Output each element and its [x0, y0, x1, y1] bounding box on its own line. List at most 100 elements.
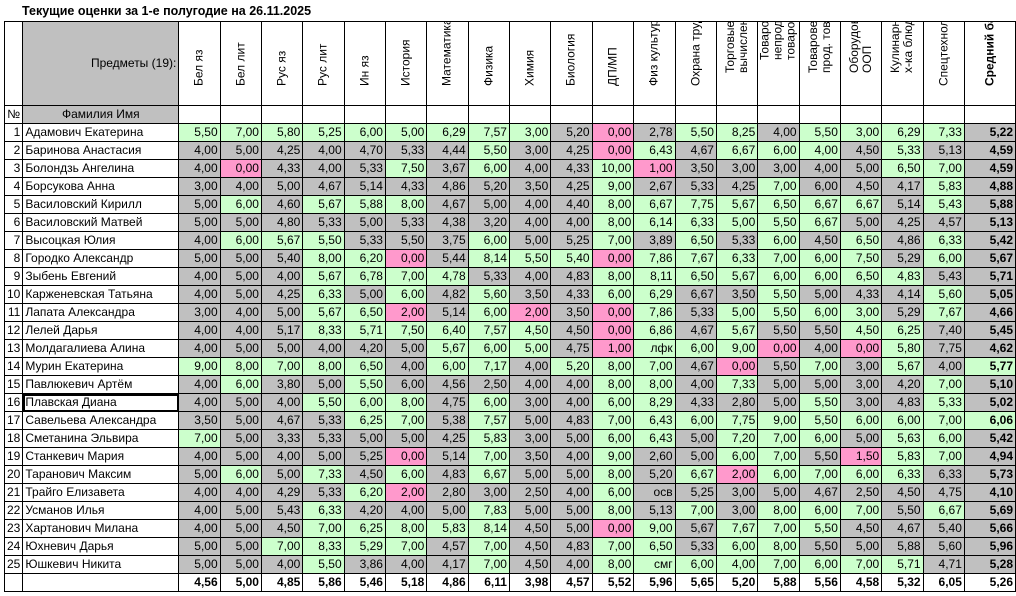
grade-cell[interactable]: 4,00 [302, 141, 345, 160]
grade-cell[interactable]: 5,00 [219, 249, 262, 268]
grade-cell[interactable]: 7,00 [922, 411, 965, 430]
grade-cell[interactable]: 5,00 [260, 177, 304, 196]
average-cell[interactable]: 5,05 [963, 285, 1016, 304]
grade-cell[interactable]: 8,00 [384, 519, 428, 538]
grade-cell[interactable]: 5,33 [343, 159, 386, 178]
grade-cell[interactable]: 4,00 [508, 357, 552, 376]
grade-cell[interactable]: 8,00 [219, 357, 262, 376]
grade-cell[interactable]: 3,00 [178, 303, 221, 322]
grade-cell[interactable]: 6,00 [798, 267, 841, 286]
grade-cell[interactable]: 7,57 [467, 321, 510, 340]
grade-cell[interactable]: 7,67 [674, 249, 717, 268]
grade-cell[interactable]: 3,00 [715, 501, 759, 520]
grade-cell[interactable]: 6,14 [633, 213, 676, 232]
grade-cell[interactable]: 9,00 [633, 519, 676, 538]
grade-cell[interactable]: 5,00 [839, 159, 883, 178]
grade-cell[interactable]: 4,50 [508, 537, 552, 556]
grade-cell[interactable]: 5,67 [715, 267, 759, 286]
grade-cell[interactable]: 5,25 [550, 231, 593, 250]
subject-header[interactable]: Бел яз [178, 21, 221, 106]
subject-header[interactable]: Рус яз [260, 21, 304, 106]
grade-cell[interactable]: 4,50 [839, 141, 883, 160]
grade-cell[interactable]: 5,83 [426, 519, 469, 538]
grade-cell[interactable]: 5,38 [426, 411, 469, 430]
grade-cell[interactable]: 5,20 [550, 123, 593, 142]
grade-cell[interactable]: 6,00 [467, 393, 510, 412]
grade-cell[interactable]: 8,00 [591, 501, 635, 520]
grade-cell[interactable]: 8,00 [384, 393, 428, 412]
grade-cell[interactable]: 4,50 [881, 483, 924, 502]
grade-cell[interactable]: 5,00 [219, 519, 262, 538]
grade-cell[interactable]: 7,00 [467, 447, 510, 466]
grade-cell[interactable]: 0,00 [757, 339, 800, 358]
grade-cell[interactable]: 7,00 [757, 555, 800, 574]
grade-cell[interactable]: 5,71 [343, 321, 386, 340]
grade-cell[interactable]: 5,33 [881, 141, 924, 160]
grade-cell[interactable]: 4,25 [550, 141, 593, 160]
grade-cell[interactable]: 4,00 [178, 159, 221, 178]
grade-cell[interactable]: 5,80 [881, 339, 924, 358]
grade-cell[interactable]: 7,40 [922, 321, 965, 340]
student-name[interactable]: Савельева Александра [22, 411, 180, 430]
grade-cell[interactable]: 6,50 [674, 267, 717, 286]
grade-cell[interactable]: 5,14 [426, 303, 469, 322]
grade-cell[interactable]: 6,00 [591, 483, 635, 502]
grade-cell[interactable]: 3,00 [839, 393, 883, 412]
grade-cell[interactable]: 6,67 [798, 195, 841, 214]
student-name[interactable]: Сметанина Эльвира [22, 429, 180, 448]
grade-cell[interactable]: 8,00 [302, 357, 345, 376]
subject-header[interactable]: Математика [426, 21, 469, 106]
grade-cell[interactable]: 6,50 [343, 357, 386, 376]
grade-cell[interactable]: 4,40 [550, 195, 593, 214]
grade-cell[interactable]: 5,33 [715, 231, 759, 250]
grade-cell[interactable]: 4,50 [839, 177, 883, 196]
grade-cell[interactable]: 4,00 [798, 141, 841, 160]
grade-cell[interactable]: 5,33 [302, 429, 345, 448]
grade-cell[interactable]: 4,00 [260, 555, 304, 574]
grade-cell[interactable]: 4,56 [426, 375, 469, 394]
grade-cell[interactable]: 6,00 [715, 537, 759, 556]
grade-cell[interactable]: 5,50 [467, 141, 510, 160]
grade-cell[interactable]: 5,00 [178, 555, 221, 574]
subject-header[interactable]: Оборудование ООП [839, 21, 883, 106]
grade-cell[interactable]: 7,50 [384, 159, 428, 178]
student-name[interactable]: Баринова Анастасия [22, 141, 180, 160]
grade-cell[interactable]: 6,67 [467, 465, 510, 484]
grade-cell[interactable]: 4,33 [384, 177, 428, 196]
grade-cell[interactable]: 6,00 [881, 411, 924, 430]
average-cell[interactable]: 4,66 [963, 303, 1016, 322]
average-cell[interactable]: 5,42 [963, 429, 1016, 448]
grade-cell[interactable]: 6,67 [633, 195, 676, 214]
grade-cell[interactable]: 5,00 [219, 429, 262, 448]
grade-cell[interactable]: 6,00 [384, 465, 428, 484]
grade-cell[interactable]: 8,00 [591, 195, 635, 214]
grade-cell[interactable]: 4,33 [674, 393, 717, 412]
grade-cell[interactable]: 5,00 [550, 519, 593, 538]
grade-cell[interactable]: 4,75 [426, 393, 469, 412]
grade-cell[interactable]: 5,40 [260, 249, 304, 268]
grade-cell[interactable]: 3,50 [674, 159, 717, 178]
grade-cell[interactable]: 5,50 [178, 123, 221, 142]
grade-cell[interactable]: 3,50 [550, 303, 593, 322]
grade-cell[interactable]: 5,71 [881, 555, 924, 574]
grade-cell[interactable]: 6,78 [343, 267, 386, 286]
grade-cell[interactable]: 6,33 [881, 465, 924, 484]
grade-cell[interactable]: 4,14 [881, 285, 924, 304]
grade-cell[interactable]: 5,17 [260, 321, 304, 340]
grade-cell[interactable]: 5,50 [881, 501, 924, 520]
grade-cell[interactable]: 7,00 [757, 519, 800, 538]
grade-cell[interactable]: 3,33 [260, 429, 304, 448]
grade-cell[interactable]: 2,80 [715, 393, 759, 412]
grade-cell[interactable]: 6,00 [798, 501, 841, 520]
grade-cell[interactable]: 5,00 [426, 501, 469, 520]
grade-cell[interactable]: 3,00 [508, 429, 552, 448]
subject-header[interactable]: Кулинарная х-ка блюд [881, 21, 924, 106]
grade-cell[interactable]: 4,00 [508, 213, 552, 232]
subject-header[interactable]: Биология [550, 21, 593, 106]
grade-cell[interactable]: 5,50 [302, 555, 345, 574]
student-name[interactable]: Плавская Диана [22, 393, 180, 412]
student-name[interactable]: Борсукова Анна [22, 177, 180, 196]
average-cell[interactable]: 5,22 [963, 123, 1016, 142]
grade-cell[interactable]: 3,00 [508, 141, 552, 160]
grade-cell[interactable]: 4,67 [881, 519, 924, 538]
